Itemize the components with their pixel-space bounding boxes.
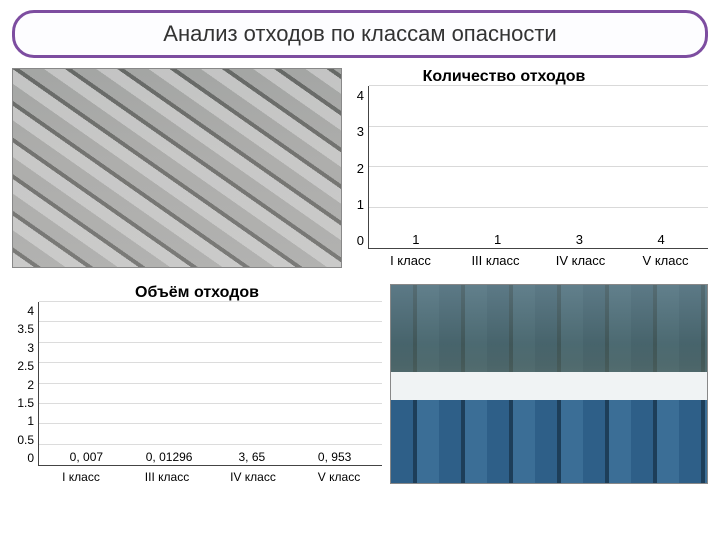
chart-quantity-yaxis: 4 3 2 1 0 — [350, 86, 368, 249]
chart-quantity: Количество отходов 4 3 2 1 0 1 1 3 4 I классIII… — [350, 68, 708, 268]
chart-volume-xtick: IV класс — [210, 466, 296, 484]
chart-quantity-plot: 1 1 3 4 — [368, 86, 708, 249]
chart-volume-xtick: III класс — [124, 466, 210, 484]
chart-volume-yaxis: 4 3.5 3 2.5 2 1.5 1 0.5 0 — [12, 302, 38, 466]
page-title-bar: Анализ отходов по классам опасности — [12, 10, 708, 58]
top-row: Количество отходов 4 3 2 1 0 1 1 3 4 I классIII… — [12, 68, 708, 268]
chart-volume-xaxis: I классIII классIV классV класс — [38, 466, 382, 484]
chart-volume-ytick: 1 — [27, 414, 34, 428]
chart-volume-ytick: 0.5 — [17, 433, 34, 447]
chart-quantity-xtick: IV класс — [538, 249, 623, 268]
waste-photo-right — [390, 284, 708, 484]
page-title: Анализ отходов по классам опасности — [163, 21, 556, 47]
chart-quantity-ytick: 3 — [357, 124, 364, 139]
chart-quantity-ytick: 1 — [357, 197, 364, 212]
chart-volume-body: 43.532.521.510.50 0, 0070, 012963, 650, … — [12, 302, 382, 466]
chart-quantity-xaxis: I классIII классIV классV класс — [368, 249, 708, 268]
bottom-row: Объём отходов 43.532.521.510.50 0, 0070,… — [12, 284, 708, 484]
chart-quantity-value-label: 1 — [412, 232, 419, 247]
chart-volume-value-label: 0, 953 — [318, 450, 351, 464]
chart-quantity-value-label: 4 — [657, 232, 664, 247]
chart-quantity-ytick: 4 — [357, 88, 364, 103]
waste-photo-left — [12, 68, 342, 268]
chart-quantity-value-label: 1 — [494, 232, 501, 247]
photo-right-trees — [391, 285, 707, 374]
chart-quantity-xtick: I класс — [368, 249, 453, 268]
chart-quantity-xtick: III класс — [453, 249, 538, 268]
chart-volume-ytick: 3.5 — [17, 322, 34, 336]
chart-quantity-title: Количество отходов — [350, 68, 708, 86]
chart-quantity-ytick: 2 — [357, 161, 364, 176]
chart-volume-ytick: 4 — [27, 304, 34, 318]
chart-volume-bars: 0, 007 0, 01296 3, 65 0, 953 — [39, 302, 382, 465]
photo-right-snow — [391, 372, 707, 400]
chart-volume-title: Объём отходов — [12, 284, 382, 302]
chart-volume-ytick: 1.5 — [17, 396, 34, 410]
chart-volume-ytick: 2 — [27, 378, 34, 392]
chart-volume: Объём отходов 43.532.521.510.50 0, 0070,… — [12, 284, 382, 484]
chart-volume-plot: 0, 007 0, 01296 3, 65 0, 953 — [38, 302, 382, 466]
chart-volume-ytick: 0 — [27, 451, 34, 465]
chart-quantity-xtick: V класс — [623, 249, 708, 268]
chart-volume-ytick: 2.5 — [17, 359, 34, 373]
chart-volume-value-label: 0, 007 — [70, 450, 103, 464]
chart-quantity-bars: 1 1 3 4 — [369, 86, 708, 248]
chart-volume-xtick: V класс — [296, 466, 382, 484]
chart-volume-ytick: 3 — [27, 341, 34, 355]
chart-volume-value-label: 0, 01296 — [146, 450, 193, 464]
chart-quantity-body: 4 3 2 1 0 1 1 3 4 — [350, 86, 708, 249]
chart-quantity-ytick: 0 — [357, 233, 364, 248]
chart-quantity-value-label: 3 — [576, 232, 583, 247]
chart-volume-value-label: 3, 65 — [239, 450, 266, 464]
chart-volume-xtick: I класс — [38, 466, 124, 484]
